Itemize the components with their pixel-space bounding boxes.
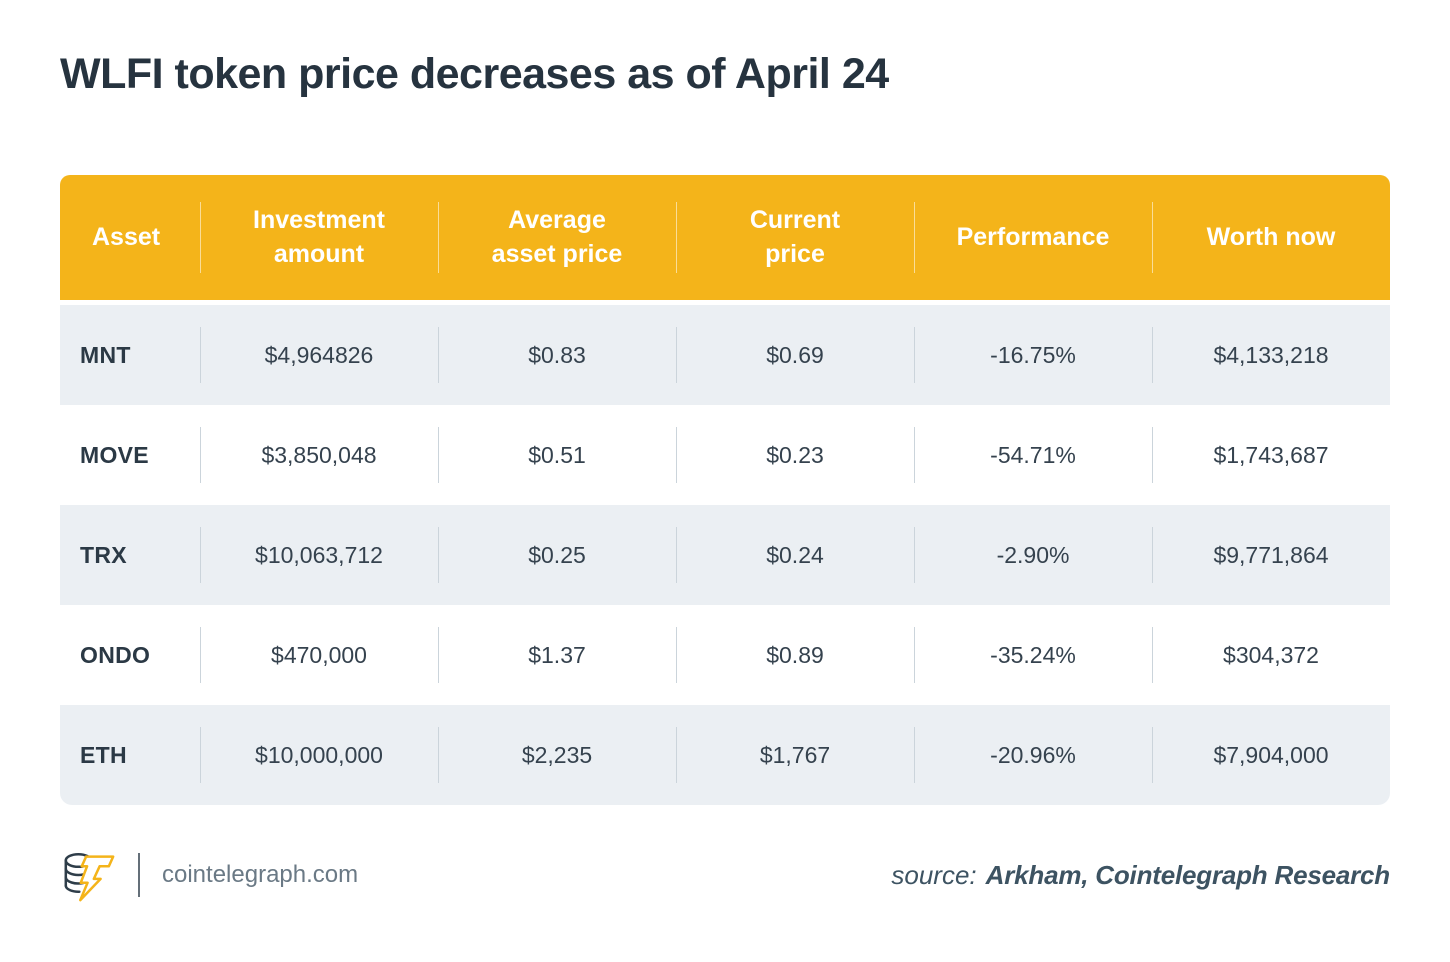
cell-performance: -35.24% — [914, 605, 1152, 705]
column-header-label: Performance — [956, 222, 1110, 251]
column-header-average-asset-price: Average asset price — [438, 175, 676, 300]
cell-current-price: $0.69 — [676, 305, 914, 405]
column-header-label: Asset — [92, 222, 161, 251]
column-header-performance: Performance — [914, 175, 1152, 300]
cell-performance: -20.96% — [914, 705, 1152, 805]
cell-average-asset-price: $0.83 — [438, 305, 676, 405]
table-row-move: MOVE $3,850,048 $0.51 $0.23 -54.71% $1,7… — [60, 405, 1390, 505]
cell-investment-amount: $10,063,712 — [200, 505, 438, 605]
asset-performance-table: Asset Investment amount Average asset pr… — [60, 175, 1390, 805]
table-header-row: Asset Investment amount Average asset pr… — [60, 175, 1390, 300]
cell-worth-now: $1,743,687 — [1152, 405, 1390, 505]
brand-domain: cointelegraph.com — [162, 861, 359, 888]
cell-worth-now: $9,771,864 — [1152, 505, 1390, 605]
table-row-ondo: ONDO $470,000 $1.37 $0.89 -35.24% $304,3… — [60, 605, 1390, 705]
cell-performance: -2.90% — [914, 505, 1152, 605]
cell-investment-amount: $4,964826 — [200, 305, 438, 405]
source-attribution: source: Arkham, Cointelegraph Research — [891, 860, 1390, 891]
page-title: WLFI token price decreases as of April 2… — [60, 50, 889, 98]
source-label: source: — [891, 859, 977, 890]
cell-asset: MNT — [80, 341, 131, 368]
table-row-mnt: MNT $4,964826 $0.83 $0.69 -16.75% $4,133… — [60, 305, 1390, 405]
column-header-label: Worth now — [1206, 222, 1336, 251]
brand: cointelegraph.com — [60, 846, 358, 904]
cell-average-asset-price: $0.51 — [438, 405, 676, 505]
column-header-worth-now: Worth now — [1152, 175, 1390, 300]
cell-current-price: $0.23 — [676, 405, 914, 505]
column-header-label: Average asset price — [491, 205, 623, 268]
cointelegraph-logo-icon — [60, 846, 118, 904]
cell-current-price: $0.89 — [676, 605, 914, 705]
cell-performance: -54.71% — [914, 405, 1152, 505]
brand-divider — [138, 853, 140, 897]
table-row-trx: TRX $10,063,712 $0.25 $0.24 -2.90% $9,77… — [60, 505, 1390, 605]
cell-worth-now: $7,904,000 — [1152, 705, 1390, 805]
column-header-label: Investment amount — [253, 205, 385, 268]
cell-average-asset-price: $1.37 — [438, 605, 676, 705]
cell-worth-now: $4,133,218 — [1152, 305, 1390, 405]
column-header-label: Current price — [749, 205, 841, 268]
table-row-eth: ETH $10,000,000 $2,235 $1,767 -20.96% $7… — [60, 705, 1390, 805]
cell-worth-now: $304,372 — [1152, 605, 1390, 705]
cell-asset: ETH — [80, 741, 127, 768]
cell-investment-amount: $470,000 — [200, 605, 438, 705]
cell-average-asset-price: $0.25 — [438, 505, 676, 605]
source-value: Arkham, Cointelegraph Research — [985, 859, 1391, 890]
cell-asset: MOVE — [80, 441, 149, 468]
cell-performance: -16.75% — [914, 305, 1152, 405]
column-header-investment-amount: Investment amount — [200, 175, 438, 300]
cell-current-price: $0.24 — [676, 505, 914, 605]
column-header-current-price: Current price — [676, 175, 914, 300]
cell-investment-amount: $10,000,000 — [200, 705, 438, 805]
column-header-asset: Asset — [60, 175, 200, 300]
cell-average-asset-price: $2,235 — [438, 705, 676, 805]
cell-current-price: $1,767 — [676, 705, 914, 805]
cell-investment-amount: $3,850,048 — [200, 405, 438, 505]
cell-asset: TRX — [80, 541, 127, 568]
cell-asset: ONDO — [80, 641, 151, 668]
footer: cointelegraph.com source: Arkham, Cointel… — [60, 846, 1390, 904]
